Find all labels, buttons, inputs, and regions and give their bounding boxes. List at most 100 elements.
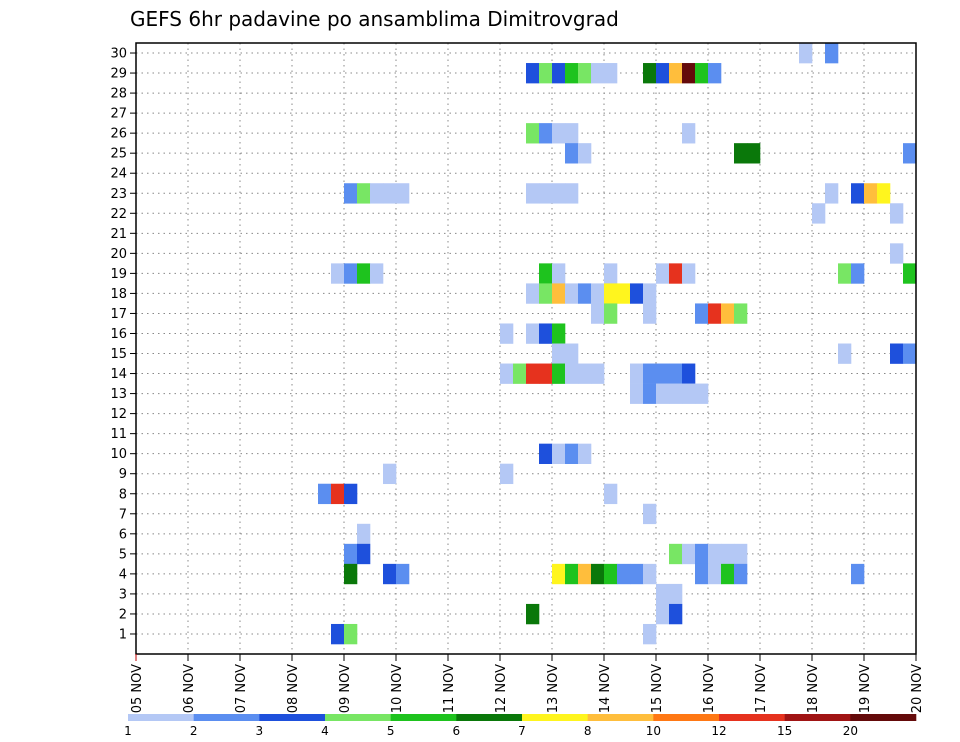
heatmap-cell (357, 263, 371, 284)
heatmap-cell (838, 263, 852, 284)
heatmap-cell (669, 543, 683, 565)
heatmap-cell (734, 143, 748, 164)
heatmap-cell (708, 543, 722, 565)
heatmap-cell (877, 183, 891, 204)
y-tick-label: 11 (110, 427, 127, 442)
y-tick-label: 19 (110, 267, 127, 282)
heatmap-cell (526, 323, 540, 344)
heatmap-cell (669, 63, 683, 84)
heatmap-cell (526, 63, 540, 84)
colorbar-swatch (850, 714, 917, 721)
y-tick-label: 21 (110, 227, 127, 242)
y-tick-label: 9 (119, 467, 127, 482)
heatmap-cell (695, 63, 709, 84)
colorbar-swatch (325, 714, 391, 721)
x-tick-label: 16 NOV (702, 664, 717, 713)
heatmap-cell (643, 63, 657, 84)
heatmap-cell (552, 563, 566, 585)
heatmap-cell (565, 363, 579, 384)
colorbar-label: 3 (256, 724, 264, 738)
heatmap-cell (344, 623, 358, 645)
colorbar-swatch (193, 714, 260, 721)
heatmap-cell (721, 563, 735, 585)
heatmap-cell (734, 543, 748, 565)
heatmap-cell (799, 43, 813, 64)
x-tick-label: 08 NOV (286, 664, 301, 713)
heatmap-cell (630, 283, 644, 304)
data-cells (318, 43, 917, 645)
heatmap-cell (825, 183, 839, 204)
heatmap-cell (643, 623, 657, 645)
heatmap-cell (552, 323, 566, 344)
heatmap-cell (630, 363, 644, 384)
y-tick-label: 2 (119, 607, 127, 622)
heatmap-cell (669, 363, 683, 384)
colorbar-swatch (259, 714, 326, 721)
x-tick-label: 07 NOV (234, 664, 249, 713)
heatmap-cell (500, 323, 514, 344)
heatmap-cell (318, 483, 332, 505)
heatmap-cell (890, 243, 904, 264)
heatmap-cell (370, 183, 384, 204)
heatmap-cell (565, 63, 579, 84)
x-tick-label: 05 NOV (130, 664, 145, 713)
heatmap-cell (682, 63, 696, 84)
heatmap-cell (669, 583, 683, 605)
heatmap-cell (721, 543, 735, 565)
colorbar-label: 8 (584, 724, 592, 738)
x-tick-label: 20 NOV (910, 664, 925, 713)
heatmap-cell (500, 363, 514, 384)
plot-frame (135, 42, 917, 655)
colorbar-swatch (390, 714, 457, 721)
colorbar-label: 6 (453, 724, 461, 738)
x-tick-label: 09 NOV (338, 664, 353, 713)
heatmap-cell (604, 483, 618, 505)
heatmap-cell (565, 123, 579, 144)
heatmap-cell (565, 283, 579, 304)
heatmap-cell (903, 343, 917, 364)
heatmap-cell (578, 363, 592, 384)
y-axis: 1234567891011121314151617181920212223242… (110, 47, 136, 642)
heatmap-cell (604, 263, 618, 284)
colorbar-label: 1 (124, 724, 132, 738)
heatmap-cell (552, 443, 566, 464)
x-tick-label: 15 NOV (650, 664, 665, 713)
x-tick-label: 13 NOV (546, 664, 561, 713)
heatmap-cell (591, 363, 605, 384)
heatmap-cell (604, 283, 618, 304)
heatmap-cell (344, 543, 358, 565)
heatmap-cell (604, 303, 618, 324)
heatmap-cell (734, 303, 748, 324)
heatmap-cell (383, 183, 397, 204)
y-tick-label: 24 (110, 167, 127, 182)
heatmap-cell (747, 143, 761, 164)
y-tick-label: 16 (110, 327, 127, 342)
x-tick-label: 12 NOV (494, 664, 509, 713)
heatmap-cell (500, 463, 514, 485)
colorbar-swatch (719, 714, 785, 721)
heatmap-cell (656, 263, 670, 284)
y-tick-label: 17 (110, 307, 127, 322)
x-tick-label: 17 NOV (754, 664, 769, 713)
y-tick-label: 3 (119, 587, 127, 602)
heatmap-cell (578, 443, 592, 464)
heatmap-cell (838, 343, 852, 364)
y-tick-label: 26 (110, 127, 127, 142)
y-tick-label: 7 (119, 507, 127, 522)
y-tick-label: 23 (110, 187, 127, 202)
heatmap-cell (539, 443, 553, 464)
colorbar-swatch (784, 714, 851, 721)
grid-lines (136, 43, 916, 654)
heatmap-cell (669, 383, 683, 404)
heatmap-cell (578, 143, 592, 164)
heatmap-cell (682, 543, 696, 565)
colorbar-swatch (587, 714, 654, 721)
colorbar-swatch (522, 714, 588, 721)
x-tick-label: 10 NOV (390, 664, 405, 713)
heatmap-cell (682, 123, 696, 144)
heatmap-cell (708, 63, 722, 84)
heatmap-cell (604, 563, 618, 585)
heatmap-cell (643, 563, 657, 585)
heatmap-cell (578, 63, 592, 84)
heatmap-cell (539, 123, 553, 144)
